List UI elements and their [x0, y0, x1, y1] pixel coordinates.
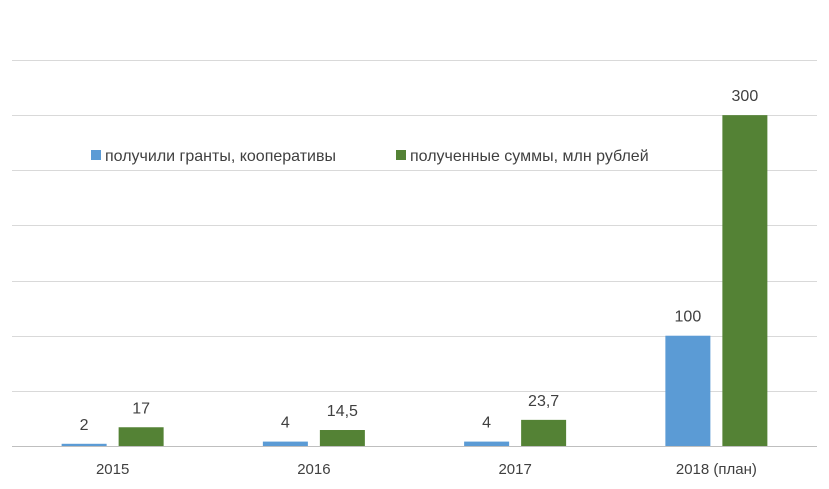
data-label: 14,5	[327, 403, 358, 420]
data-labels: 2 17 4 14,5 4 23,7 100 300	[80, 88, 759, 434]
bar	[319, 430, 365, 446]
data-label: 4	[281, 415, 290, 432]
data-label: 2	[80, 417, 89, 434]
bar	[665, 335, 711, 446]
bars	[61, 115, 768, 447]
data-label: 4	[482, 415, 491, 432]
gridlines	[12, 60, 817, 392]
legend-label-grants: получили гранты, кооперативы	[105, 148, 336, 165]
legend-swatch-sums	[396, 150, 406, 160]
legend-swatch-grants	[91, 150, 101, 160]
data-label: 17	[132, 400, 150, 417]
data-label: 23,7	[528, 393, 559, 410]
x-tick-label: 2017	[498, 461, 531, 478]
x-tick-label: 2016	[297, 461, 330, 478]
bar	[521, 419, 567, 446]
bar	[262, 441, 308, 446]
bar	[464, 441, 510, 446]
bar	[118, 427, 164, 446]
x-tick-label: 2018 (план)	[676, 461, 757, 478]
data-label: 300	[732, 88, 759, 105]
x-tick-label: 2015	[96, 461, 129, 478]
legend-label-sums: полученные суммы, млн рублей	[410, 148, 649, 165]
data-label: 100	[675, 309, 702, 326]
bar	[722, 115, 768, 447]
legend: получили гранты, кооперативы полученные …	[91, 148, 649, 165]
bar	[61, 443, 107, 446]
x-tick-labels: 2015 2016 2017 2018 (план)	[96, 461, 757, 478]
